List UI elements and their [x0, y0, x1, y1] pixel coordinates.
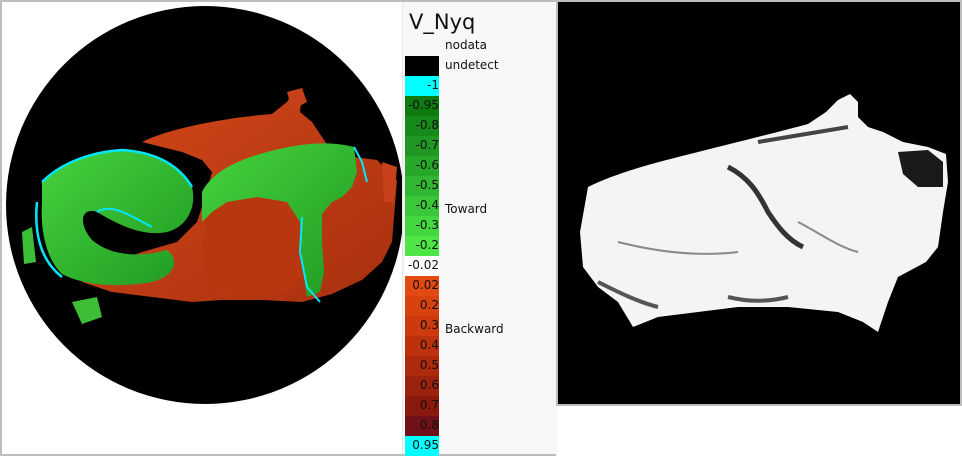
legend-scale-swatch: 0.7	[405, 396, 439, 416]
legend-scale-label: -0.8	[415, 118, 439, 132]
toward-region-left	[41, 150, 194, 286]
legend-scale-label: 0.4	[419, 338, 439, 352]
quality-plot	[558, 2, 960, 404]
backward-label: Backward	[445, 322, 504, 336]
legend-scale-swatch: -1	[405, 76, 439, 96]
legend-scale-label: 0.95	[412, 438, 439, 452]
legend-special-swatch: undetect	[405, 56, 499, 76]
legend-scale-swatch: 0.2	[405, 296, 439, 316]
legend-scale-label: -0.4	[415, 198, 439, 212]
legend-scale-label: -0.6	[415, 158, 439, 172]
legend-title: V_Nyq	[409, 10, 476, 34]
quality-low-spot-upper-right	[898, 150, 943, 187]
legend-scale-swatch: 0.5	[405, 356, 439, 376]
legend-scale-label: -0.5	[415, 178, 439, 192]
legend-scale-swatch: -0.3	[405, 216, 439, 236]
quality-image-panel	[556, 0, 962, 406]
legend-scale-swatch: 0.6	[405, 376, 439, 396]
legend-scale-label: -0.3	[415, 218, 439, 232]
legend-special-swatch: nodata	[405, 36, 487, 56]
legend-scale-label: -1	[427, 78, 439, 92]
legend-scale-swatch: 0.3	[405, 316, 439, 336]
legend-scale-swatch: -0.95	[405, 96, 439, 116]
legend-scale-label: 0.7	[419, 398, 439, 412]
backward-region-center	[202, 182, 302, 297]
legend-scale-label: 0.6	[419, 378, 439, 392]
quality-low-band	[726, 164, 805, 250]
aliasing-edge-inner	[96, 207, 153, 228]
legend-scale-swatch: -0.5	[405, 176, 439, 196]
legend-scale-label: -0.02	[407, 258, 439, 272]
backward-speckle	[287, 88, 397, 202]
legend-scale-swatch: -0.2	[405, 236, 439, 256]
legend-scale-swatch: -0.4	[405, 196, 439, 216]
aliasing-edge-right	[353, 146, 368, 183]
legend-scale-swatch: -0.7	[405, 136, 439, 156]
quality-low-band-2	[757, 125, 849, 144]
legend-scale-swatch: -0.6	[405, 156, 439, 176]
legend-scale-label: 0.02	[412, 278, 439, 292]
legend-scale-label: 0.8	[419, 418, 439, 432]
legend-special-label: nodata	[445, 38, 487, 52]
legend-scale-label: -0.7	[415, 138, 439, 152]
legend-scale-swatch: -0.02	[405, 256, 439, 276]
quality-low-band-3	[597, 280, 789, 309]
legend-scale-swatch: 0.4	[405, 336, 439, 356]
legend-scale-swatch: 0.95	[405, 436, 439, 456]
legend-scale-label: -0.95	[407, 98, 439, 112]
radar-velocity-plot	[6, 6, 402, 404]
legend-scale-label: -0.2	[415, 238, 439, 252]
quality-low-band-4	[617, 221, 859, 255]
aliasing-edge-left	[41, 148, 194, 188]
toward-label: Toward	[445, 202, 488, 216]
velocity-image-panel: V_Nyq nodata undetect -1 -0.95 -0.8 -0.7 -0.6 -…	[0, 0, 557, 456]
legend-scale-swatch: 0.8	[405, 416, 439, 436]
legend-scale-swatch: -0.8	[405, 116, 439, 136]
legend-scale-label: 0.3	[419, 318, 439, 332]
toward-speckle	[22, 227, 102, 324]
aliasing-edge-lower	[35, 201, 63, 278]
toward-region-right	[202, 143, 357, 297]
legend-special-label: undetect	[445, 58, 499, 72]
legend-scale-swatch: 0.02	[405, 276, 439, 296]
aliasing-edge-center	[298, 216, 321, 303]
color-legend: V_Nyq nodata undetect -1 -0.95 -0.8 -0.7 -0.6 -…	[402, 2, 557, 456]
legend-scale-label: 0.2	[419, 298, 439, 312]
legend-scale-label: 0.5	[419, 358, 439, 372]
quality-echo-region	[580, 94, 948, 332]
